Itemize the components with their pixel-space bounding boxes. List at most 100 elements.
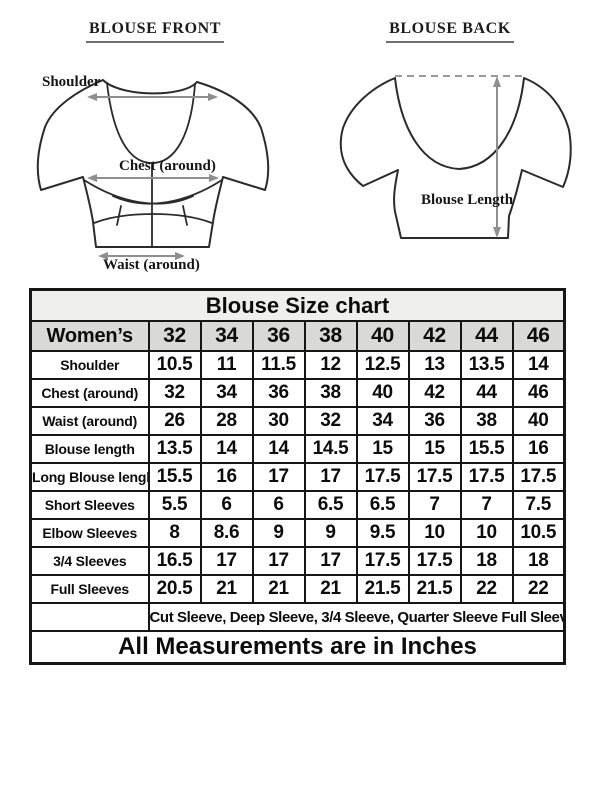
cell: 13.5 (459, 350, 514, 380)
cell: 15 (407, 434, 462, 464)
cell: 17 (251, 546, 306, 576)
shoulder-label: Shoulder (42, 74, 101, 90)
size-col-header: 32 (147, 320, 202, 352)
table-row-blouse-length: Blouse length 13.5 14 14 14.5 15 15 15.5… (29, 434, 566, 464)
cell: 13 (407, 350, 462, 380)
cell: 14 (199, 434, 254, 464)
cell: 7 (407, 490, 462, 520)
waist-label: Waist (around) (103, 257, 200, 273)
row-label: Short Sleeves (29, 490, 150, 520)
cell: 17.5 (407, 546, 462, 576)
row-label: Waist (around) (29, 406, 150, 436)
cell: 22 (511, 574, 566, 604)
cell: 7.5 (511, 490, 566, 520)
cell: 15 (355, 434, 410, 464)
size-col-header: 42 (407, 320, 462, 352)
cell: 14 (511, 350, 566, 380)
row-label: Blouse length (29, 434, 150, 464)
cell: 6.5 (303, 490, 358, 520)
cell: 32 (303, 406, 358, 436)
cell: 17.5 (459, 462, 514, 492)
cell: 11 (199, 350, 254, 380)
cell: 10.5 (511, 518, 566, 548)
cell: 6 (251, 490, 306, 520)
size-col-header: 34 (199, 320, 254, 352)
cell: 30 (251, 406, 306, 436)
cell: 9.5 (355, 518, 410, 548)
measurements-note: All Measurements are in Inches (29, 630, 566, 665)
cell: 42 (407, 378, 462, 408)
table-row-short-sleeves: Short Sleeves 5.5 6 6 6.5 6.5 7 7 7.5 (29, 490, 566, 520)
cell: 17 (303, 462, 358, 492)
cell: 22 (459, 574, 514, 604)
table-row-three-quarter-sleeves: 3/4 Sleeves 16.5 17 17 17 17.5 17.5 18 1… (29, 546, 566, 576)
cell: 21.5 (407, 574, 462, 604)
cell: 40 (355, 378, 410, 408)
row-label: Elbow Sleeves (29, 518, 150, 548)
cell: 21 (303, 574, 358, 604)
cell: 21 (251, 574, 306, 604)
cell: 7 (459, 490, 514, 520)
cell: 17 (251, 462, 306, 492)
cell: 14.5 (303, 434, 358, 464)
cell: 36 (407, 406, 462, 436)
row-label: Long Blouse lenght (29, 462, 150, 492)
table-footer-row: All Measurements are in Inches (29, 630, 566, 665)
cell: 15.5 (459, 434, 514, 464)
cell: 46 (511, 378, 566, 408)
blouse-front-title: BLOUSE FRONT (85, 20, 225, 43)
size-col-header: 40 (355, 320, 410, 352)
blouse-front-diagram (36, 79, 270, 260)
cell: 40 (511, 406, 566, 436)
blouse-length-label: Blouse Length (421, 192, 514, 208)
cell: 9 (303, 518, 358, 548)
cell: 15.5 (147, 462, 202, 492)
sizes-header-row: Women’s 32 34 36 38 40 42 44 46 (29, 320, 566, 352)
cell: 17 (303, 546, 358, 576)
table-row-long-blouse-length: Long Blouse lenght 15.5 16 17 17 17.5 17… (29, 462, 566, 492)
cell: 18 (511, 546, 566, 576)
cell: 12 (303, 350, 358, 380)
cell: 21.5 (355, 574, 410, 604)
cell: 6.5 (355, 490, 410, 520)
row-label: 3/4 Sleeves (29, 546, 150, 576)
cell: 16 (511, 434, 566, 464)
table-row-waist: Waist (around) 26 28 30 32 34 36 38 40 (29, 406, 566, 436)
cell: 44 (459, 378, 514, 408)
cell: 9 (251, 518, 306, 548)
cell: 16 (199, 462, 254, 492)
blouse-back-title: BLOUSE BACK (386, 20, 514, 43)
cell: 11.5 (251, 350, 306, 380)
blouse-front-title-wrap: BLOUSE FRONT (30, 20, 280, 43)
cell: 20.5 (147, 574, 202, 604)
row-label: Shoulder (29, 350, 150, 380)
cell: 28 (199, 406, 254, 436)
cell: 17.5 (511, 462, 566, 492)
cell: 13.5 (147, 434, 202, 464)
blouse-back-title-wrap: BLOUSE BACK (330, 20, 570, 43)
size-col-header: 36 (251, 320, 306, 352)
table-row-shoulder: Shoulder 10.5 11 11.5 12 12.5 13 13.5 14 (29, 350, 566, 380)
cell: 26 (147, 406, 202, 436)
cell: 6 (199, 490, 254, 520)
cell: 5.5 (147, 490, 202, 520)
sleeve-note-row: Cut Sleeve, Deep Sleeve, 3/4 Sleeve, Qua… (29, 602, 566, 632)
cell: 32 (147, 378, 202, 408)
empty-cell (29, 602, 150, 632)
cell: 14 (251, 434, 306, 464)
cell: 8.6 (199, 518, 254, 548)
table-row-full-sleeves: Full Sleeves 20.5 21 21 21 21.5 21.5 22 … (29, 574, 566, 604)
cell: 17.5 (407, 462, 462, 492)
cell: 21 (199, 574, 254, 604)
cell: 17.5 (355, 546, 410, 576)
row-label: Full Sleeves (29, 574, 150, 604)
cell: 10 (459, 518, 514, 548)
size-col-header: 44 (459, 320, 514, 352)
size-col-header: 46 (511, 320, 566, 352)
size-col-header: 38 (303, 320, 358, 352)
blouse-back-diagram (339, 75, 572, 239)
cell: 38 (303, 378, 358, 408)
cell: 16.5 (147, 546, 202, 576)
cell: 17.5 (355, 462, 410, 492)
